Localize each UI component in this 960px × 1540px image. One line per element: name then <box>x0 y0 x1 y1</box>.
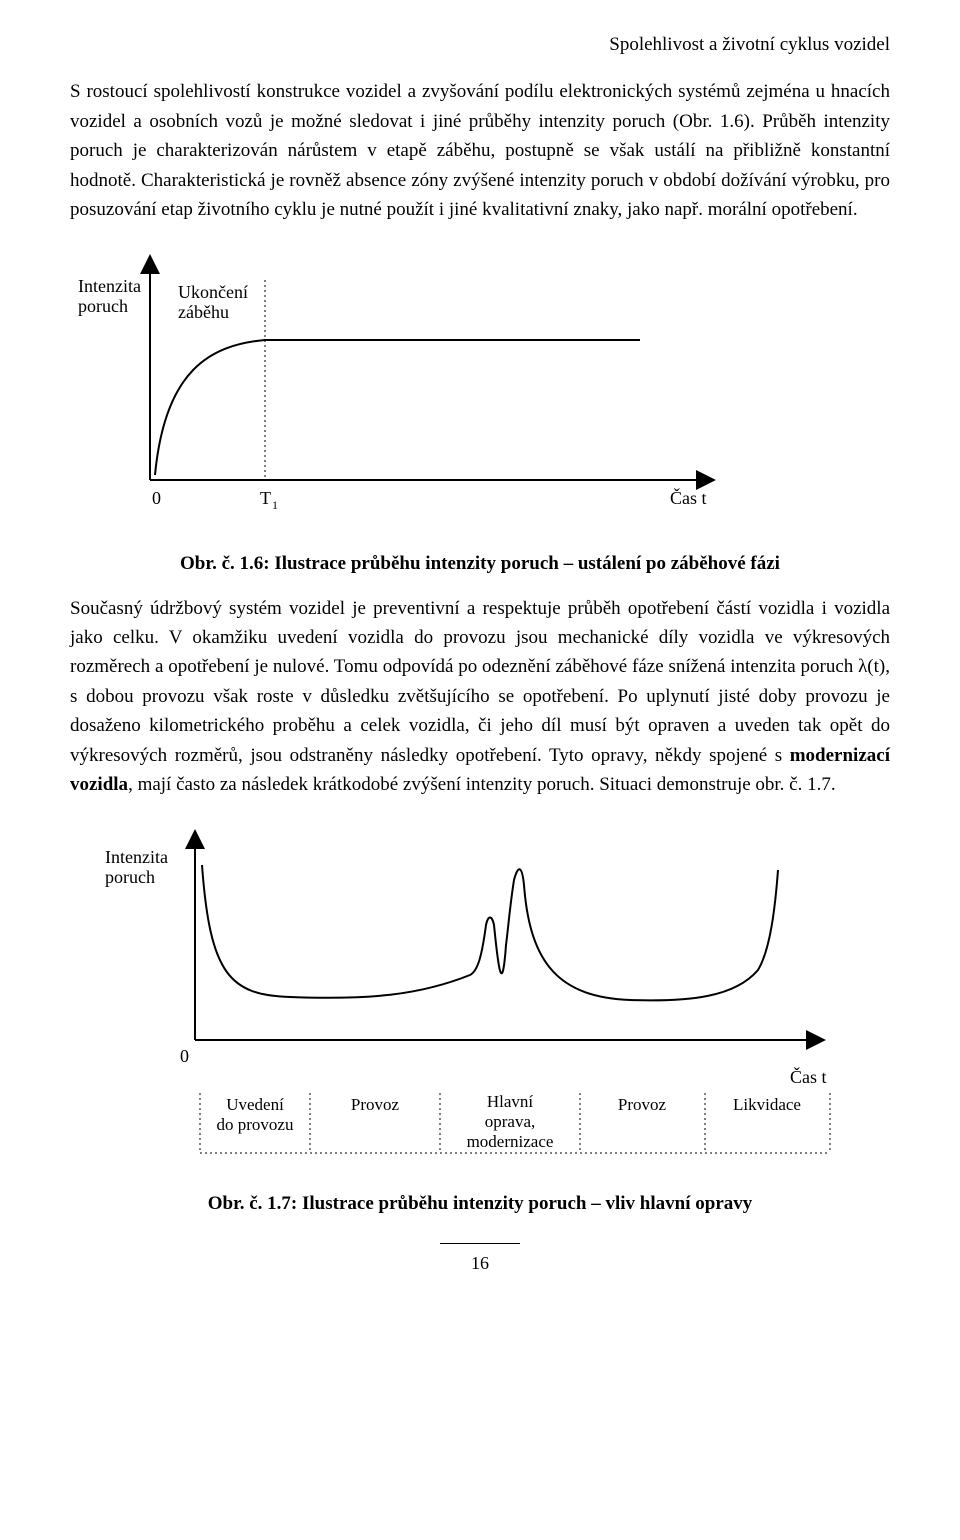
intensity-curve <box>202 865 778 1000</box>
seg4-label: Provoz <box>618 1095 667 1114</box>
y-axis-label-1: Intenzita <box>78 276 141 296</box>
seg5-label: Likvidace <box>733 1095 801 1114</box>
origin-label: 0 <box>180 1046 189 1066</box>
paragraph-1: S rostoucí spolehlivostí konstrukce vozi… <box>70 77 890 224</box>
figure-1-7-caption: Obr. č. 1.7: Ilustrace průběhu intenzity… <box>70 1189 890 1218</box>
t1-sub: 1 <box>272 498 278 512</box>
y-axis-label-2: poruch <box>105 867 155 887</box>
top-label-1: Ukončení <box>178 282 248 302</box>
figure-1-6-caption: Obr. č. 1.6: Ilustrace průběhu intenzity… <box>70 549 890 578</box>
seg2-label: Provoz <box>351 1095 400 1114</box>
paragraph-2: Současný údržbový systém vozidel je prev… <box>70 594 890 800</box>
figure-1-6: Intenzita poruch Ukončení záběhu 0 T 1 Č… <box>70 250 890 534</box>
y-axis-label-2: poruch <box>78 296 128 316</box>
figure-1-6-svg: Intenzita poruch Ukončení záběhu 0 T 1 Č… <box>70 250 770 525</box>
figure-1-7: Intenzita poruch 0 Čas t Uvedení do prov… <box>70 825 890 1174</box>
origin-label: 0 <box>152 488 161 508</box>
seg3-label-a: Hlavní <box>487 1092 534 1111</box>
seg3-label-b: oprava, <box>485 1112 536 1131</box>
running-header: Spolehlivost a životní cyklus vozidel <box>70 30 890 59</box>
page: Spolehlivost a životní cyklus vozidel S … <box>70 0 890 1318</box>
intensity-curve <box>155 340 640 475</box>
seg1-label-b: do provozu <box>217 1115 294 1134</box>
page-number: 16 <box>440 1243 520 1278</box>
seg3-label-c: modernizace <box>467 1132 554 1151</box>
paragraph-2-b: , mají často za následek krátkodobé zvýš… <box>128 774 836 795</box>
top-label-2: záběhu <box>178 302 229 322</box>
y-axis-label-1: Intenzita <box>105 847 168 867</box>
t1-label: T <box>260 488 271 508</box>
x-axis-label: Čas t <box>790 1066 827 1087</box>
figure-1-7-svg: Intenzita poruch 0 Čas t Uvedení do prov… <box>70 825 890 1165</box>
x-axis-label: Čas t <box>670 487 707 508</box>
seg1-label-a: Uvedení <box>226 1095 284 1114</box>
paragraph-2-a: Současný údržbový systém vozidel je prev… <box>70 598 890 766</box>
